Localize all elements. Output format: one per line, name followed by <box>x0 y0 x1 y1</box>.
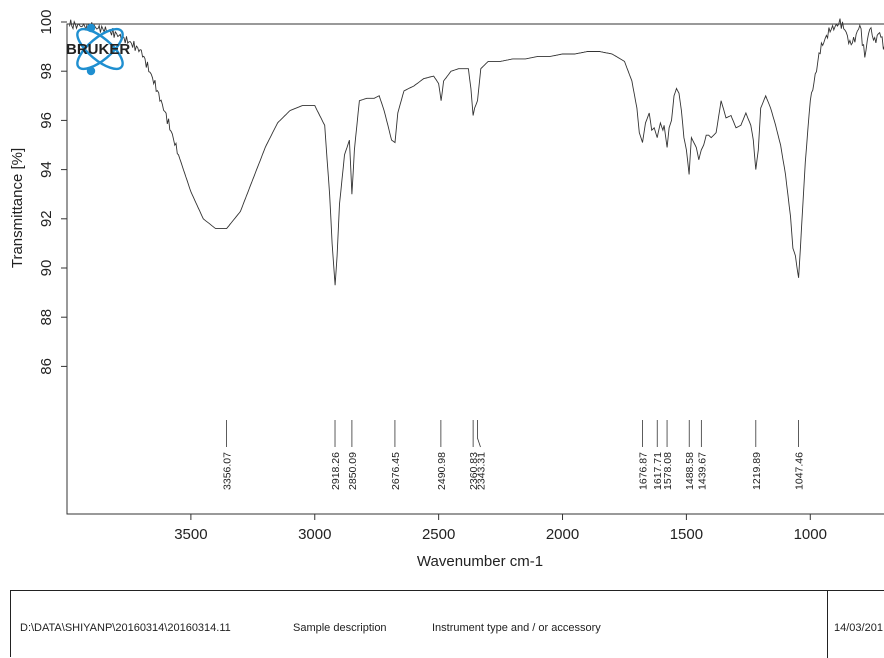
peak-marker: 1488.58 <box>684 420 696 490</box>
peak-marker: 1676.87 <box>638 420 650 490</box>
y-tick-label: 100 <box>38 9 55 34</box>
peak-label: 2918.26 <box>330 452 342 490</box>
peak-label: 2490.98 <box>436 452 448 490</box>
footer-info-bar: D:\DATA\SHIYANP\20160314\20160314.11 Sam… <box>10 590 884 657</box>
bruker-logo: BRUKER <box>66 23 130 76</box>
measurement-date: 14/03/201 <box>834 622 883 634</box>
y-tick-label: 96 <box>38 112 55 129</box>
peak-marker: 2676.45 <box>390 420 402 490</box>
peak-label: 2343.31 <box>475 452 487 490</box>
y-tick-label: 88 <box>38 309 55 326</box>
y-tick-label: 86 <box>38 358 55 375</box>
peak-line <box>477 420 480 447</box>
sample-description-label: Sample description <box>293 622 387 634</box>
footer-divider <box>827 591 828 658</box>
peak-marker: 3356.07 <box>222 420 234 490</box>
x-axis: 3500 3000 2500 2000 1500 1000 <box>174 514 827 543</box>
peak-label: 1676.87 <box>638 452 650 490</box>
logo-text: BRUKER <box>66 41 130 58</box>
peak-marker: 1047.46 <box>794 420 806 490</box>
peak-label: 2676.45 <box>390 452 402 490</box>
y-tick-label: 90 <box>38 260 55 277</box>
peak-marker: 2918.26 <box>330 420 342 490</box>
peak-label: 1219.89 <box>751 452 763 490</box>
y-axis: 86 88 90 92 94 96 98 100 <box>38 9 67 374</box>
peak-label: 1488.58 <box>684 452 696 490</box>
file-path: D:\DATA\SHIYANP\20160314\20160314.11 <box>20 622 231 634</box>
x-tick-label: 3500 <box>174 526 207 543</box>
y-tick-label: 94 <box>38 161 55 178</box>
x-tick-label: 2500 <box>422 526 455 543</box>
y-tick-label: 98 <box>38 63 55 80</box>
peak-marker: 2490.98 <box>436 420 448 490</box>
y-tick-label: 92 <box>38 210 55 227</box>
peak-marker: 1439.67 <box>696 420 708 490</box>
x-tick-label: 3000 <box>298 526 331 543</box>
instrument-label: Instrument type and / or accessory <box>432 622 601 634</box>
peak-marker: 2850.09 <box>347 420 359 490</box>
peak-marker: 1578.08 <box>662 420 674 490</box>
x-tick-label: 1500 <box>670 526 703 543</box>
peak-label: 3356.07 <box>222 452 234 490</box>
plot-frame <box>67 24 884 514</box>
peak-label: 1439.67 <box>696 452 708 490</box>
peak-label: 1047.46 <box>794 452 806 490</box>
x-tick-label: 2000 <box>546 526 579 543</box>
x-tick-label: 1000 <box>794 526 827 543</box>
x-axis-title: Wavenumber cm-1 <box>417 553 543 570</box>
peak-marker: 1219.89 <box>751 420 763 490</box>
peak-label: 2850.09 <box>347 452 359 490</box>
peak-marker: 2343.31 <box>475 420 487 490</box>
peak-label: 1578.08 <box>662 452 674 490</box>
spectrum-line <box>70 19 884 286</box>
ir-spectrum-chart: 86 88 90 92 94 96 98 100 3500 3000 2500 2000 1500 10… <box>0 0 884 580</box>
y-axis-title: Transmittance [%] <box>9 148 26 268</box>
